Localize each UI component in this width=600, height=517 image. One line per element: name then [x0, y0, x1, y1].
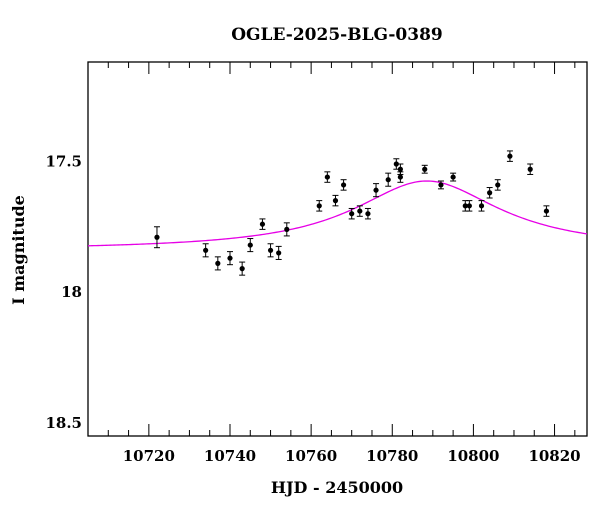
data-point: [324, 171, 331, 183]
data-point: [340, 179, 347, 191]
point-marker: [324, 174, 330, 180]
point-marker: [450, 174, 456, 180]
point-marker: [276, 250, 282, 256]
data-point: [527, 163, 534, 175]
point-marker: [487, 190, 493, 196]
data-point: [450, 172, 457, 182]
plot-frame: [87, 61, 588, 437]
point-marker: [215, 260, 221, 266]
point-marker: [316, 203, 322, 209]
data-point: [478, 200, 485, 212]
point-marker: [373, 187, 379, 193]
data-point: [267, 243, 274, 258]
point-marker: [247, 242, 253, 248]
data-point: [462, 200, 469, 212]
y-tick-labels: 17.5 18 18.5: [45, 152, 82, 432]
axis-ticks: [87, 62, 576, 436]
data-point: [316, 200, 323, 212]
model-curve: [87, 180, 588, 247]
data-point: [385, 172, 392, 187]
model-curve-layer: [87, 180, 588, 247]
point-marker: [397, 174, 403, 180]
data-point: [466, 200, 473, 212]
data-point: [421, 164, 428, 174]
data-point: [494, 179, 501, 191]
data-point: [214, 256, 221, 271]
data-point: [393, 158, 400, 170]
point-marker: [478, 203, 485, 209]
data-point: [356, 205, 363, 217]
x-tick-labels: 10720 10740 10760 10780 10800 10820: [123, 447, 581, 465]
y-tick-label: 17.5: [45, 152, 82, 170]
point-marker: [397, 166, 403, 172]
point-marker: [543, 208, 550, 214]
point-marker: [340, 182, 347, 188]
x-axis-label: HJD - 2450000: [271, 478, 403, 497]
data-point: [364, 207, 371, 220]
data-point: [247, 238, 254, 253]
point-marker: [259, 221, 266, 227]
point-marker: [385, 177, 391, 183]
point-marker: [227, 255, 233, 261]
x-tick-label: 10720: [123, 447, 175, 465]
data-points: [153, 150, 550, 276]
point-marker: [507, 153, 513, 159]
data-point: [506, 150, 513, 162]
data-point: [437, 180, 444, 190]
chart-title: OGLE-2025-BLG-0389: [231, 25, 443, 45]
x-tick-label: 10800: [447, 447, 499, 465]
data-point: [283, 222, 290, 237]
point-marker: [438, 182, 444, 188]
data-point: [275, 245, 282, 260]
data-point: [226, 251, 233, 266]
data-point: [153, 226, 160, 249]
point-marker: [349, 211, 355, 217]
data-point: [397, 171, 404, 183]
data-point: [239, 261, 246, 276]
data-point: [348, 207, 355, 220]
data-point: [486, 187, 493, 199]
point-marker: [495, 182, 501, 188]
data-point: [259, 218, 266, 230]
x-tick-label: 10740: [204, 447, 256, 465]
y-axis-label: I magnitude: [9, 195, 28, 305]
point-marker: [422, 166, 428, 172]
data-point: [202, 243, 209, 258]
point-marker: [357, 208, 363, 214]
data-point: [373, 183, 380, 198]
point-marker: [284, 226, 290, 232]
point-marker: [527, 166, 533, 172]
point-marker: [239, 266, 245, 272]
x-tick-label: 10780: [366, 447, 418, 465]
point-marker: [365, 211, 371, 217]
point-marker: [332, 198, 339, 204]
point-marker: [462, 203, 468, 209]
point-marker: [203, 247, 209, 253]
data-point: [332, 194, 339, 207]
point-marker: [466, 203, 472, 209]
x-tick-label: 10760: [285, 447, 337, 465]
y-tick-label: 18.5: [45, 414, 82, 432]
y-tick-label: 18: [61, 283, 82, 301]
point-marker: [393, 161, 399, 167]
x-tick-label: 10820: [528, 447, 580, 465]
point-marker: [154, 234, 160, 240]
data-point: [543, 205, 550, 217]
point-marker: [267, 247, 274, 253]
